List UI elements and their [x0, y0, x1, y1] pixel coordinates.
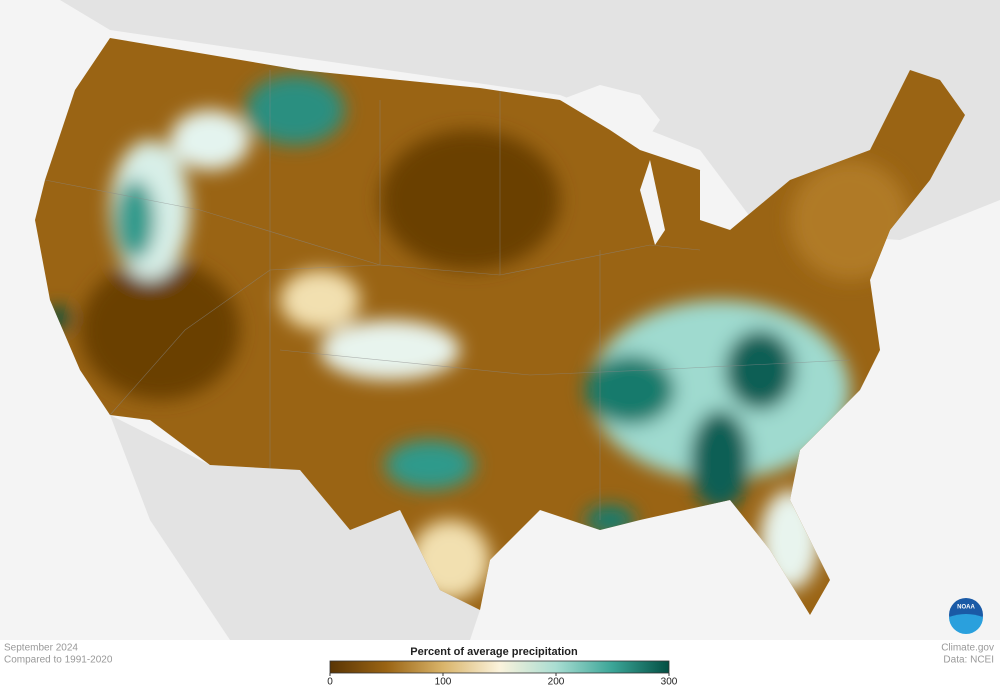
noaa-logo: NOAA: [949, 598, 983, 634]
legend-tick-label: 100: [435, 677, 452, 688]
map-fields: [46, 75, 910, 600]
great-lakes: [560, 85, 730, 245]
legend-tick-label: 200: [548, 677, 565, 688]
credit-source: Data: NCEI: [943, 655, 994, 666]
canada: [60, 0, 1000, 240]
mexico: [110, 415, 480, 640]
legend-tick-label: 0: [327, 677, 333, 688]
precip-map: [35, 38, 965, 615]
logo-text: NOAA: [957, 605, 975, 611]
caption-baseline: Compared to 1991-2020: [4, 655, 113, 666]
credit-site: Climate.gov: [941, 643, 994, 654]
logo-wave: [949, 614, 983, 634]
caption-date: September 2024: [4, 643, 78, 654]
legend-title: Percent of average precipitation: [410, 646, 578, 658]
legend: 0 100 200 300: [327, 660, 678, 688]
state-borders: [44, 70, 851, 520]
color-bar: [329, 660, 670, 674]
legend-tick-label: 300: [661, 677, 678, 688]
